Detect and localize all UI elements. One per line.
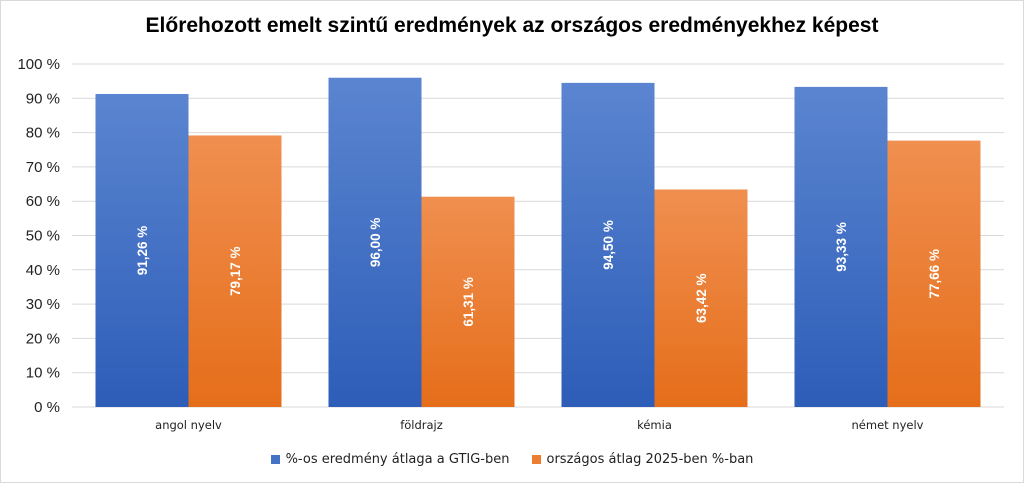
bar-orszagos (421, 196, 515, 407)
y-tick-label: 70 % (26, 159, 60, 176)
bar-gtig (794, 86, 888, 407)
x-category-label: földrajz (400, 418, 443, 432)
y-tick-label: 10 % (26, 365, 60, 382)
y-tick-label: 100 % (17, 56, 60, 73)
bar-orszagos (887, 140, 981, 407)
data-label: 61,31 % (461, 277, 476, 327)
y-tick-label: 20 % (26, 330, 60, 347)
y-tick-label: 0 % (34, 399, 60, 416)
data-label: 93,33 % (834, 222, 849, 272)
data-label: 63,42 % (694, 273, 709, 323)
bar-gtig (561, 82, 655, 408)
legend-swatch-blue (270, 455, 280, 464)
legend-label-gtig: %-os eredmény átlaga a GTIG-ben (285, 452, 510, 467)
x-category-label: kémia (637, 418, 672, 432)
x-category-label: angol nyelv (155, 418, 222, 432)
x-category-label: német nyelv (852, 418, 924, 432)
y-tick-label: 90 % (26, 90, 60, 107)
y-tick-label: 40 % (26, 262, 60, 279)
data-label: 94,50 % (601, 220, 616, 270)
legend-item-orszagos: országos átlag 2025-ben %-ban (531, 452, 754, 467)
bar-gtig (95, 93, 189, 407)
bar-orszagos (188, 135, 282, 407)
bar-gtig (328, 77, 422, 407)
bar-orszagos (654, 189, 748, 407)
legend: %-os eredmény átlaga a GTIG-ben országos… (0, 452, 1024, 467)
y-tick-label: 30 % (26, 296, 60, 313)
y-tick-label: 80 % (26, 125, 60, 142)
legend-item-gtig: %-os eredmény átlaga a GTIG-ben (270, 452, 510, 467)
data-label: 96,00 % (368, 218, 383, 268)
data-label: 79,17 % (228, 246, 243, 296)
chart-title: Előrehozott emelt szintű eredmények az o… (145, 14, 879, 37)
data-label: 77,66 % (927, 249, 942, 299)
data-label: 91,26 % (135, 226, 150, 276)
legend-swatch-orange (531, 455, 541, 464)
y-tick-label: 60 % (26, 193, 60, 210)
y-tick-label: 50 % (26, 228, 60, 245)
legend-label-orszagos: országos átlag 2025-ben %-ban (546, 452, 754, 467)
